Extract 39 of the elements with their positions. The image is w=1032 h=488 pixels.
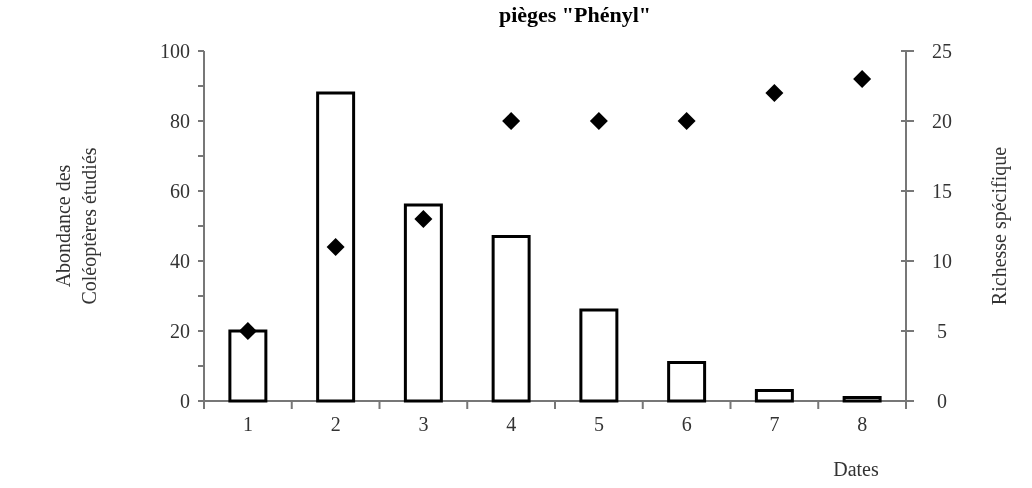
- y-tick-label: 0: [180, 390, 190, 412]
- y-tick-label: 80: [170, 110, 190, 132]
- point: [853, 70, 872, 88]
- x-tick-label: 2: [330, 413, 341, 435]
- x-tick-label: 3: [418, 413, 429, 435]
- y-tick-label: 100: [160, 40, 190, 62]
- y-axis-title: Abondance des Coléoptères étudiés: [52, 147, 101, 305]
- bar: [842, 396, 882, 403]
- y-tick-label: 20: [170, 320, 190, 342]
- x-tick-label: 8: [857, 413, 868, 435]
- bar: [491, 235, 531, 403]
- y2-tick-label: 20: [932, 110, 952, 132]
- point: [589, 112, 608, 130]
- y2-tick-label: 5: [937, 320, 947, 342]
- bar: [667, 361, 707, 403]
- y-tick-label: 40: [170, 250, 190, 272]
- y2-axis-title: Richesse spécifique: [988, 146, 1011, 306]
- x-tick-label: 4: [506, 413, 517, 435]
- y2-tick-label: 0: [937, 390, 947, 412]
- bar: [403, 203, 443, 403]
- x-tick-label: 7: [769, 413, 780, 435]
- x-tick-label: 6: [681, 413, 692, 435]
- x-axis-title: Dates: [833, 458, 879, 480]
- x-tick-label: 5: [593, 413, 604, 435]
- point: [677, 112, 696, 130]
- chart-title: pièges "Phényl": [498, 2, 652, 27]
- point: [502, 112, 521, 130]
- y2-tick-label: 15: [932, 180, 952, 202]
- point: [326, 238, 345, 256]
- x-tick-label: 1: [242, 413, 253, 435]
- bar: [316, 91, 356, 403]
- y2-tick-label: 10: [932, 250, 952, 272]
- y-tick-label: 60: [170, 180, 190, 202]
- y2-tick-label: 25: [932, 40, 952, 62]
- point: [414, 210, 433, 228]
- point: [238, 322, 257, 340]
- bar: [754, 389, 794, 403]
- bar: [579, 308, 619, 403]
- point: [765, 84, 784, 102]
